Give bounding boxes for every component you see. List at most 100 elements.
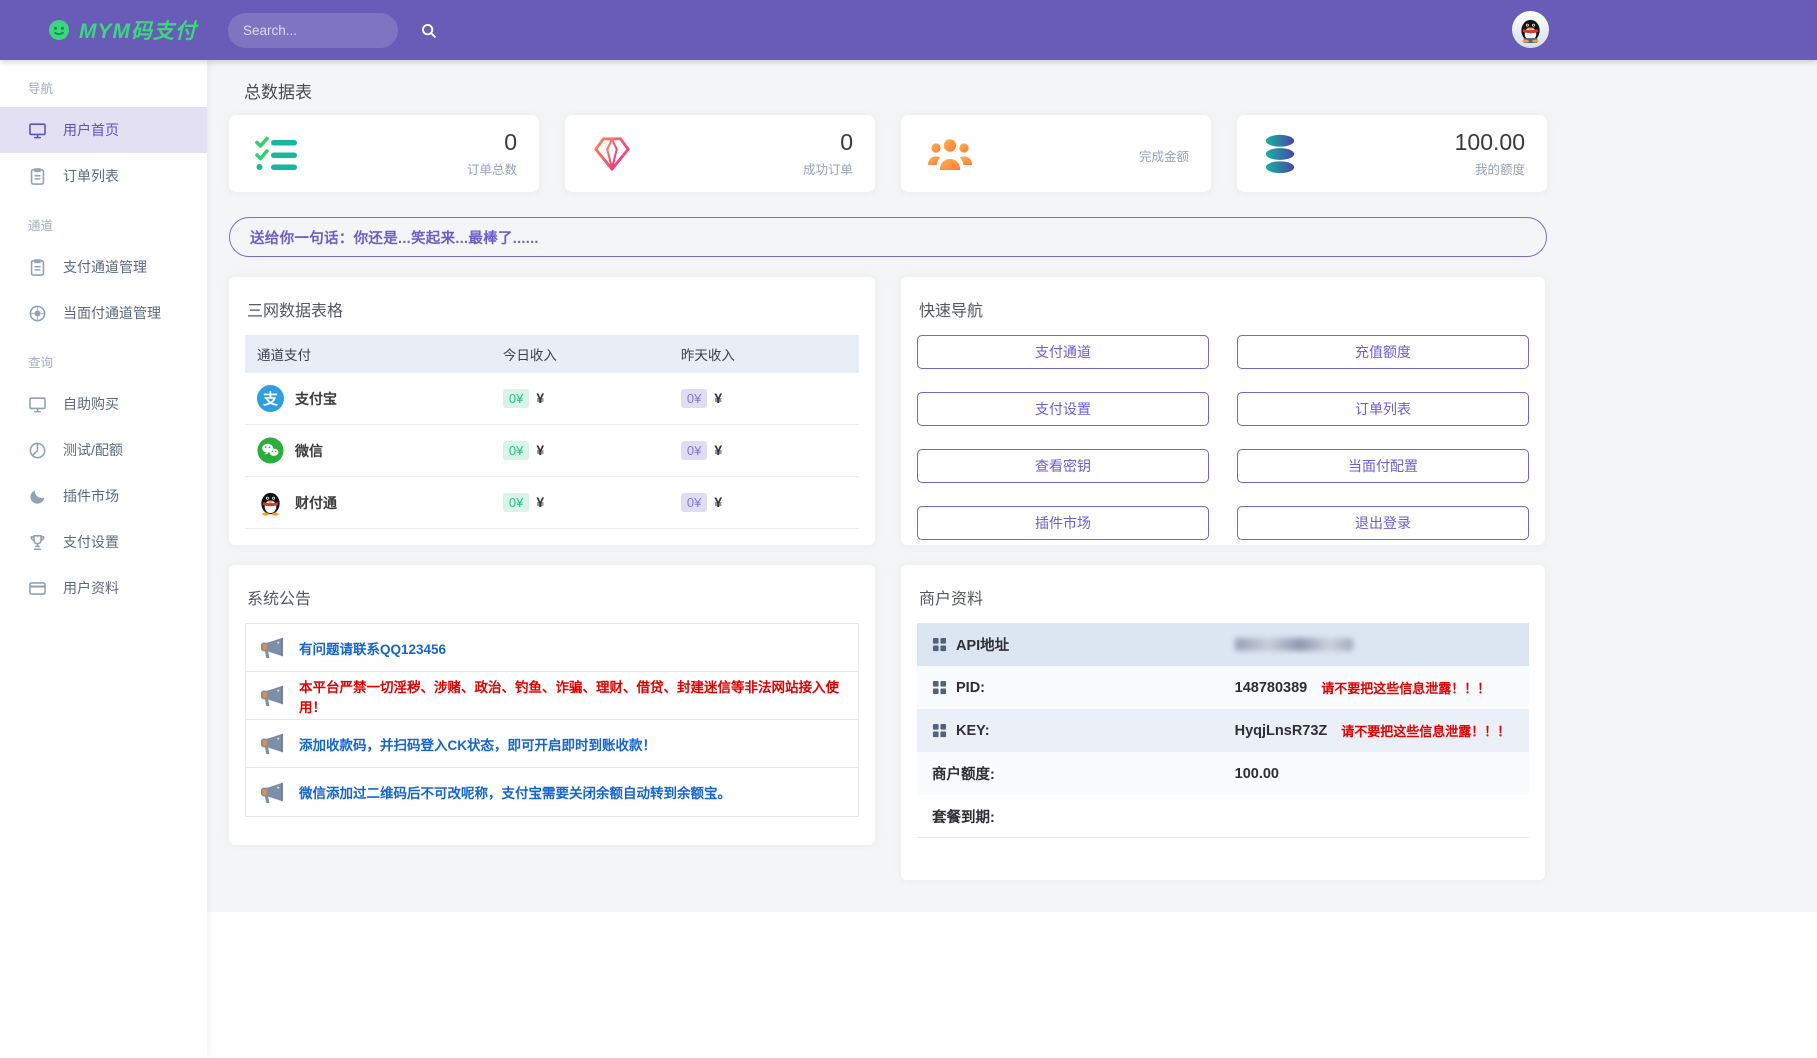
sidebar-item-plugin-market[interactable]: 插件市场 xyxy=(0,473,207,519)
alipay-icon: 支 xyxy=(257,385,284,412)
stat-card-total-orders: 0 订单总数 xyxy=(229,115,539,192)
merchant-key-value: HyqjLnsR73Z xyxy=(1234,722,1328,739)
search-input[interactable] xyxy=(228,23,420,38)
network-table-card: 三网数据表格 通道支付 今日收入 昨天收入 支 支付宝 0¥ ¥ 0¥ ¥ xyxy=(229,277,875,545)
sidebar-item-pay-settings[interactable]: 支付设置 xyxy=(0,519,207,565)
merchant-row-quota: 商户额度: 100.00 xyxy=(917,752,1529,795)
yesterday-income-badge: 0¥ xyxy=(680,389,708,408)
today-income-badge: 0¥ xyxy=(502,389,530,408)
sidebar-item-f2f-channel-mgmt[interactable]: 当面付通道管理 xyxy=(0,290,207,336)
sidebar: 导航 用户首页 订单列表 通道 支付通道管理 当面付通道管理 查询 自助购买 测… xyxy=(0,60,207,1058)
channel-name: 财付通 xyxy=(295,494,337,511)
sidebar-item-test-quota[interactable]: 测试/配额 xyxy=(0,427,207,473)
stat-card-my-quota: 100.00 我的额度 xyxy=(1237,115,1547,192)
today-income-badge: 0¥ xyxy=(502,493,530,512)
stat-label: 订单总数 xyxy=(466,163,517,177)
table-row-tenpay: 财付通 0¥ ¥ 0¥ ¥ xyxy=(245,477,859,529)
quicknav-pay-channel-button[interactable]: 支付通道 xyxy=(917,335,1209,369)
tenpay-qq-icon xyxy=(257,489,284,516)
search-box[interactable] xyxy=(228,13,436,48)
yesterday-income-badge: 0¥ xyxy=(680,493,708,512)
clipboard-icon xyxy=(28,167,47,186)
currency-unit: ¥ xyxy=(714,442,723,458)
quicknav-recharge-quota-button[interactable]: 充值额度 xyxy=(1237,335,1529,369)
grid-icon xyxy=(932,637,947,652)
sidebar-item-self-purchase[interactable]: 自助购买 xyxy=(0,381,207,427)
column-header: 昨天收入 xyxy=(680,348,735,363)
yesterday-income-badge: 0¥ xyxy=(680,441,708,460)
merchant-label: 套餐到期: xyxy=(932,809,995,826)
currency-unit: ¥ xyxy=(536,442,545,458)
currency-unit: ¥ xyxy=(714,390,723,406)
quicknav-plugin-market-button[interactable]: 插件市场 xyxy=(917,506,1209,540)
quote-banner: 送给你一句话：你还是...笑起来...最棒了...... xyxy=(229,217,1547,257)
leak-warning: 请不要把这些信息泄露！！！ xyxy=(1341,724,1511,739)
sidebar-item-label: 支付设置 xyxy=(63,534,119,550)
channel-name: 支付宝 xyxy=(295,390,337,407)
crescent-icon xyxy=(28,487,47,506)
sidebar-item-order-list[interactable]: 订单列表 xyxy=(0,153,207,199)
megaphone-icon xyxy=(259,779,286,806)
table-row-alipay: 支 支付宝 0¥ ¥ 0¥ ¥ xyxy=(245,373,859,425)
merchant-label: 商户额度: xyxy=(932,767,995,783)
table-header: 通道支付 今日收入 昨天收入 xyxy=(245,335,859,373)
sidebar-item-user-profile[interactable]: 用户资料 xyxy=(0,565,207,611)
main-content: 总数据表 0 订单总数 0 成功订单 xyxy=(207,60,1817,912)
announcement-item[interactable]: 本平台严禁一切淫秽、涉赌、政治、钓鱼、诈骗、理财、借贷、封建迷信等非法网站接入使… xyxy=(246,672,858,720)
network-table-title: 三网数据表格 xyxy=(247,303,344,320)
sidebar-item-user-home[interactable]: 用户首页 xyxy=(0,107,207,153)
sidebar-item-label: 当面付通道管理 xyxy=(63,305,161,321)
sidebar-item-label: 测试/配额 xyxy=(63,442,123,458)
sidebar-item-label: 用户资料 xyxy=(63,580,119,596)
stat-label: 成功订单 xyxy=(802,163,853,177)
column-header: 通道支付 xyxy=(257,348,311,363)
sidebar-item-label: 订单列表 xyxy=(63,168,119,184)
megaphone-icon xyxy=(259,682,286,709)
announcements-list: 有问题请联系QQ123456 本平台严禁一切淫秽、涉赌、政治、钓鱼、诈骗、理财、… xyxy=(245,623,859,817)
merchant-row-api-url: API地址 xyxy=(917,623,1529,666)
diamond-icon xyxy=(591,135,633,173)
today-income-badge: 0¥ xyxy=(502,441,530,460)
announcement-item[interactable]: 添加收款码，并扫码登入CK状态，即可开启即时到账收款！ xyxy=(246,720,858,768)
announcement-text: 有问题请联系QQ123456 xyxy=(299,641,447,657)
quicknav-order-list-button[interactable]: 订单列表 xyxy=(1237,392,1529,426)
channel-name: 微信 xyxy=(295,442,323,459)
logo-text: MYM码支付 xyxy=(79,20,197,43)
logo[interactable]: MYM码支付 xyxy=(0,15,207,45)
avatar[interactable] xyxy=(1512,11,1549,48)
merchant-profile-card: 商户资料 API地址 PID: 148780389 请不要把这些信息泄露！！！ xyxy=(901,565,1545,880)
header: MYM码支付 xyxy=(0,0,1817,60)
announcement-text: 微信添加过二维码后不可改呢称，支付宝需要关闭余额自动转到余额宝。 xyxy=(299,786,731,801)
stat-value: 100.00 xyxy=(1454,129,1525,155)
sidebar-section-channel: 通道 xyxy=(28,219,54,233)
sidebar-item-label: 用户首页 xyxy=(63,122,119,138)
quicknav-pay-settings-button[interactable]: 支付设置 xyxy=(917,392,1209,426)
quick-nav-grid: 支付通道 充值额度 支付设置 订单列表 查看密钥 当面付配置 插件市场 退出登录 xyxy=(917,335,1529,540)
quicknav-f2f-config-button[interactable]: 当面付配置 xyxy=(1237,449,1529,483)
sidebar-item-pay-channel-mgmt[interactable]: 支付通道管理 xyxy=(0,244,207,290)
search-icon[interactable] xyxy=(420,22,437,39)
credit-card-icon xyxy=(28,579,47,598)
announcement-text: 添加收款码，并扫码登入CK状态，即可开启即时到账收款！ xyxy=(299,737,656,753)
quicknav-logout-button[interactable]: 退出登录 xyxy=(1237,506,1529,540)
logo-icon xyxy=(48,19,70,41)
announcement-item[interactable]: 有问题请联系QQ123456 xyxy=(246,624,858,672)
currency-unit: ¥ xyxy=(536,494,545,510)
megaphone-icon xyxy=(259,634,286,661)
quick-nav-card: 快速导航 支付通道 充值额度 支付设置 订单列表 查看密钥 当面付配置 插件市场… xyxy=(901,277,1545,545)
stat-card-success-orders: 0 成功订单 xyxy=(565,115,875,192)
stat-value: 0 xyxy=(504,129,517,155)
merchant-label: KEY: xyxy=(956,722,990,739)
column-header: 今日收入 xyxy=(502,348,557,363)
masked-api-url xyxy=(1234,638,1353,651)
quicknav-view-key-button[interactable]: 查看密钥 xyxy=(917,449,1209,483)
qq-penguin-avatar-icon xyxy=(1521,19,1540,43)
announcement-item[interactable]: 微信添加过二维码后不可改呢称，支付宝需要关闭余额自动转到余额宝。 xyxy=(246,768,858,816)
merchant-row-pid: PID: 148780389 请不要把这些信息泄露！！！ xyxy=(917,666,1529,709)
announcements-card: 系统公告 有问题请联系QQ123456 本平台严禁一切淫秽、涉赌、政治、钓鱼、诈… xyxy=(229,565,875,845)
merchant-profile-title: 商户资料 xyxy=(919,591,984,608)
grid-icon xyxy=(932,723,947,738)
announcement-text: 本平台严禁一切淫秽、涉赌、政治、钓鱼、诈骗、理财、借贷、封建迷信等非法网站接入使… xyxy=(299,679,839,715)
sidebar-section-nav: 导航 xyxy=(28,82,54,96)
